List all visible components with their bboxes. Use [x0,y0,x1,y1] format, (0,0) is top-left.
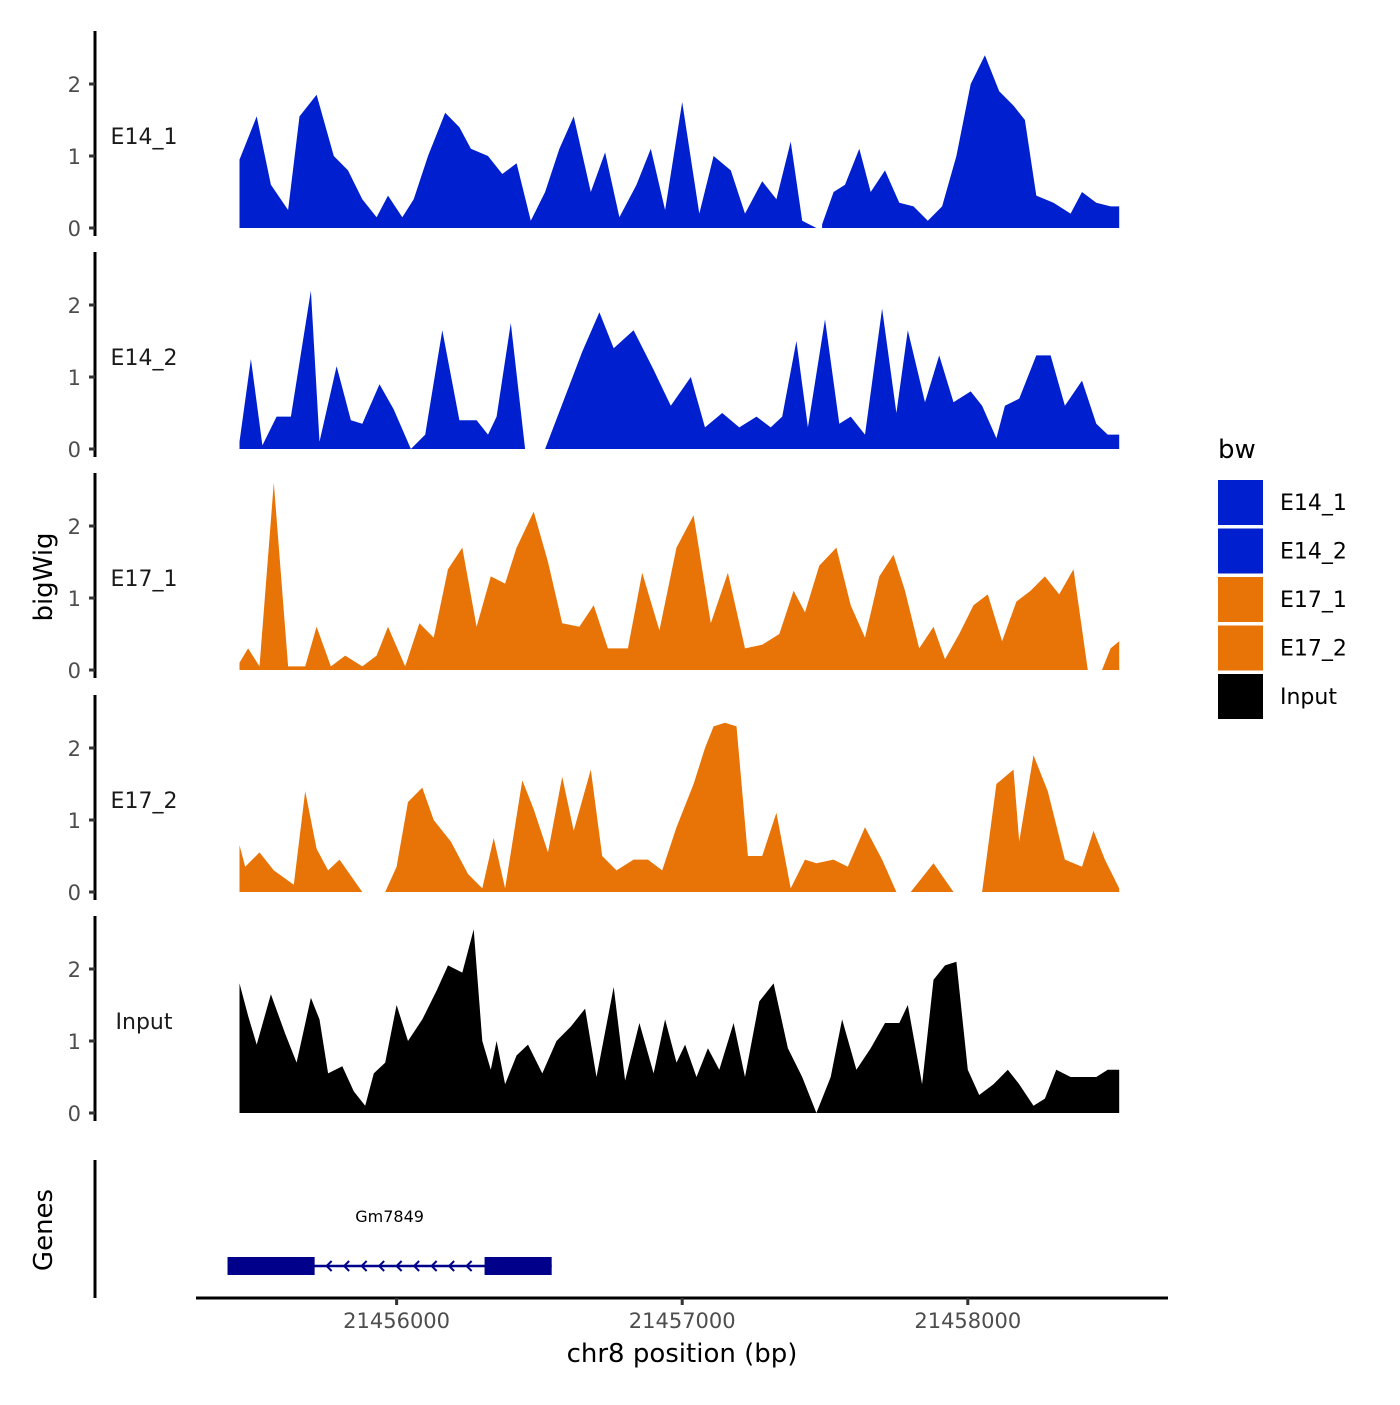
y-tick-label: 0 [68,438,81,462]
legend-title: bw [1218,435,1256,465]
y-tick-label: 1 [68,1030,81,1054]
y-tick-label: 2 [68,737,81,761]
strand-arrow [447,1260,455,1272]
track-e17-1: 0 1 2 E17_1 [68,473,1120,683]
legend-swatch [1218,674,1263,719]
strand-arrow [412,1260,420,1272]
y-tick-label: 2 [68,515,81,539]
legend-label: Input [1280,685,1337,710]
legend-swatch [1218,577,1263,622]
x-tick-label: 21457000 [629,1309,736,1333]
legend-swatch [1218,625,1263,671]
legend-label: E17_2 [1280,637,1347,662]
x-axis-title: chr8 position (bp) [567,1339,798,1369]
legend-label: E14_2 [1280,540,1347,565]
y-tick-label: 0 [68,881,81,905]
track-label: Input [116,1010,173,1035]
gene-exon [484,1257,552,1275]
track-label: E14_2 [111,346,178,371]
x-axis: 21456000 21457000 21458000 [196,1296,1168,1333]
strand-arrow [430,1260,438,1272]
legend-item-e17-1[interactable]: E17_1 [1218,577,1347,622]
coverage-area [239,929,1120,1113]
gene-track: Gm7849 [93,1160,552,1298]
legend-item-e14-1[interactable]: E14_1 [1218,480,1347,525]
y-tick-label: 0 [68,217,81,241]
track-e17-2: 0 1 2 E17_2 [68,695,1120,905]
y-axis-title: bigWig [29,532,59,621]
track-e14-1: 0 1 2 E14_1 [68,31,1120,241]
legend-swatch [1218,480,1263,525]
y-tick-label: 0 [68,1102,81,1126]
coverage-area [239,482,1120,670]
strand-arrow [395,1260,403,1272]
strand-arrow [325,1260,333,1272]
y-tick-label: 1 [68,587,81,611]
strand-arrow [465,1260,473,1272]
strand-arrow [377,1260,385,1272]
y-tick-label: 2 [68,958,81,982]
coverage-area [239,94,817,228]
legend-label: E14_1 [1280,491,1347,516]
gene-exon [227,1257,315,1275]
tracks-layer: 0 1 2 E14_1 0 1 2 E14_2 0 1 2 E17_1 0 1 2 E17_2 0 1 2 Input [68,31,1120,1126]
coverage-area [822,55,1120,229]
y-tick-label: 2 [68,294,81,318]
y-tick-label: 1 [68,145,81,169]
track-input: 0 1 2 Input [68,916,1120,1126]
y-tick-label: 1 [68,809,81,833]
legend-item-e17-2[interactable]: E17_2 [1218,625,1347,671]
legend-item-e14-2[interactable]: E14_2 [1218,528,1347,574]
legend-item-input[interactable]: Input [1218,674,1337,719]
x-tick-label: 21458000 [914,1309,1021,1333]
legend-label: E17_1 [1280,588,1347,613]
track-label: E17_1 [111,567,178,592]
legend: E14_1 E14_2 E17_1 E17_2 Input [1218,480,1347,719]
gene-gm7849[interactable]: Gm7849 [227,1207,552,1275]
gene-label: Gm7849 [355,1207,424,1226]
y-tick-label: 0 [68,659,81,683]
track-label: E14_1 [111,125,178,150]
x-tick-label: 21456000 [343,1309,450,1333]
legend-swatch [1218,528,1263,574]
coverage-area [239,722,1120,892]
y-tick-label: 1 [68,366,81,390]
track-label: E17_2 [111,789,178,814]
track-e14-2: 0 1 2 E14_2 [68,252,1120,462]
genes-track-title: Genes [29,1189,59,1271]
strand-arrow [360,1260,368,1272]
coverage-area [239,290,1120,449]
y-tick-label: 2 [68,73,81,97]
strand-arrow [342,1260,350,1272]
